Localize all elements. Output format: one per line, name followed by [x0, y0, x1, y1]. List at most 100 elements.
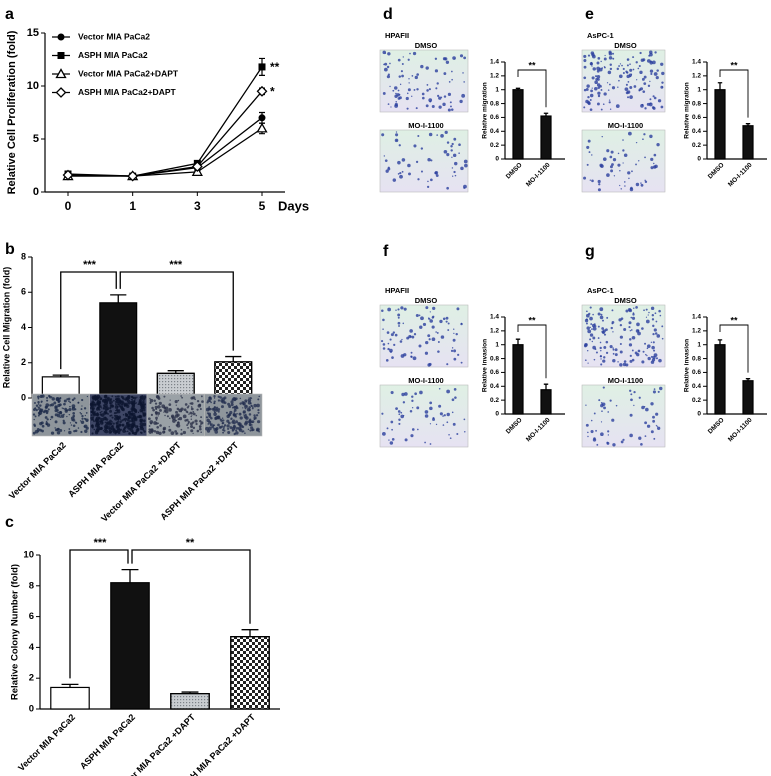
cell — [382, 50, 386, 55]
cell — [635, 163, 637, 166]
cell — [643, 309, 645, 312]
significance-bracket — [131, 549, 251, 624]
cell — [606, 316, 609, 319]
cell — [81, 414, 84, 418]
cell — [450, 349, 454, 352]
cell — [407, 58, 410, 61]
cell — [650, 306, 655, 311]
cell — [255, 414, 259, 417]
cell — [453, 357, 457, 361]
cell — [90, 419, 93, 421]
cell — [208, 406, 211, 408]
cell — [233, 398, 237, 402]
cell — [148, 428, 151, 431]
cell — [382, 347, 386, 350]
cell — [200, 431, 202, 433]
cell — [583, 176, 587, 180]
cell — [628, 177, 630, 180]
cell — [453, 328, 455, 330]
cell — [79, 420, 82, 422]
cell — [77, 427, 80, 429]
cell — [446, 363, 449, 366]
cell — [608, 101, 611, 104]
cell — [183, 408, 187, 412]
cell — [409, 409, 413, 413]
cell — [587, 329, 592, 334]
cell — [190, 407, 194, 411]
cell — [110, 414, 113, 417]
cell — [68, 430, 72, 435]
cell — [596, 74, 601, 79]
cell — [133, 431, 137, 436]
cell — [125, 397, 129, 401]
cell — [617, 152, 620, 155]
cell — [44, 416, 48, 419]
cell — [599, 307, 604, 312]
cell — [141, 400, 145, 404]
cell — [217, 423, 220, 427]
cell — [392, 89, 395, 92]
cell — [119, 430, 121, 433]
cell — [464, 163, 468, 168]
marker — [127, 170, 139, 182]
cell — [66, 415, 68, 418]
cell — [133, 409, 137, 413]
cell — [143, 430, 146, 433]
cell — [90, 414, 93, 417]
cell — [137, 411, 140, 414]
cell — [77, 401, 80, 404]
cell — [402, 56, 404, 58]
x-tick-label: DMSO — [505, 162, 524, 181]
marker — [256, 122, 268, 133]
cell — [157, 405, 161, 409]
cell — [124, 412, 127, 415]
cell — [429, 100, 432, 103]
cell — [33, 424, 37, 428]
cell — [175, 424, 179, 427]
cell — [391, 356, 394, 359]
cell — [442, 57, 447, 61]
cell — [401, 74, 404, 78]
cell — [182, 414, 187, 419]
cell — [609, 108, 612, 110]
cell — [256, 403, 260, 408]
panel-label: c — [5, 514, 14, 531]
cell — [646, 102, 650, 106]
legend-marker — [57, 52, 65, 59]
cell — [424, 441, 426, 444]
cell — [661, 71, 665, 76]
cell — [66, 409, 69, 412]
marker — [258, 63, 266, 71]
significance-bracket — [719, 324, 749, 373]
cell — [410, 355, 413, 358]
cell — [389, 62, 391, 65]
cell — [96, 413, 100, 417]
cell — [586, 145, 590, 149]
bar — [540, 115, 552, 160]
series-line — [67, 117, 263, 177]
cell — [456, 307, 460, 311]
cell — [186, 406, 189, 409]
cell — [244, 432, 246, 435]
cell — [596, 102, 600, 106]
cell — [635, 61, 638, 64]
cell — [153, 399, 156, 402]
cell — [104, 416, 107, 419]
y-tick-label: 2 — [29, 673, 34, 684]
x-tick-label: DMSO — [505, 417, 524, 436]
cell — [438, 105, 442, 109]
cell — [442, 415, 444, 417]
cell — [142, 429, 145, 431]
cell — [386, 331, 390, 334]
x-tick-label: ASPH MIA PaCa2 — [78, 712, 137, 771]
y-tick-label: 1.2 — [490, 73, 499, 80]
cell — [119, 418, 121, 420]
cell — [168, 403, 172, 407]
cell — [199, 419, 202, 423]
cell — [189, 422, 193, 426]
series-line — [67, 66, 263, 177]
cell — [217, 399, 221, 402]
cell — [453, 137, 457, 141]
legend-label: ASPH MIA PaCa2 — [78, 50, 148, 60]
cell — [653, 349, 656, 352]
